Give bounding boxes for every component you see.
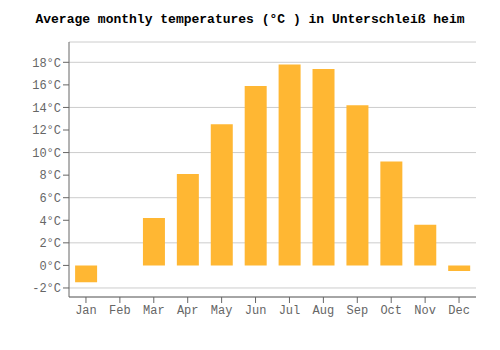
svg-text:Apr: Apr xyxy=(177,304,199,318)
svg-text:Dec: Dec xyxy=(448,304,470,318)
svg-text:12°C: 12°C xyxy=(32,124,61,138)
svg-text:Feb: Feb xyxy=(109,304,131,318)
svg-text:4°C: 4°C xyxy=(39,215,61,229)
svg-text:Jan: Jan xyxy=(75,304,97,318)
svg-text:Sep: Sep xyxy=(346,304,368,318)
svg-text:10°C: 10°C xyxy=(32,147,61,161)
svg-text:6°C: 6°C xyxy=(39,192,61,206)
svg-text:Nov: Nov xyxy=(414,304,436,318)
html-text:Average monthly temperatures (: Average monthly temperatures (°C ) in Un… xyxy=(35,12,465,27)
svg-text:-2°C: -2°C xyxy=(32,282,61,296)
svg-text:2°C: 2°C xyxy=(39,237,61,251)
svg-text:14°C: 14°C xyxy=(32,102,61,116)
svg-text:Aug: Aug xyxy=(313,304,335,318)
svg-text:Jul: Jul xyxy=(279,304,301,318)
svg-text:Mar: Mar xyxy=(143,304,165,318)
svg-text:18°C: 18°C xyxy=(32,57,61,71)
svg-text:Jun: Jun xyxy=(245,304,267,318)
svg-text:Oct: Oct xyxy=(380,304,402,318)
svg-text:16°C: 16°C xyxy=(32,79,61,93)
svg-text:8°C: 8°C xyxy=(39,169,61,183)
svg-text:0°C: 0°C xyxy=(39,260,61,274)
svg-text:May: May xyxy=(211,304,233,318)
